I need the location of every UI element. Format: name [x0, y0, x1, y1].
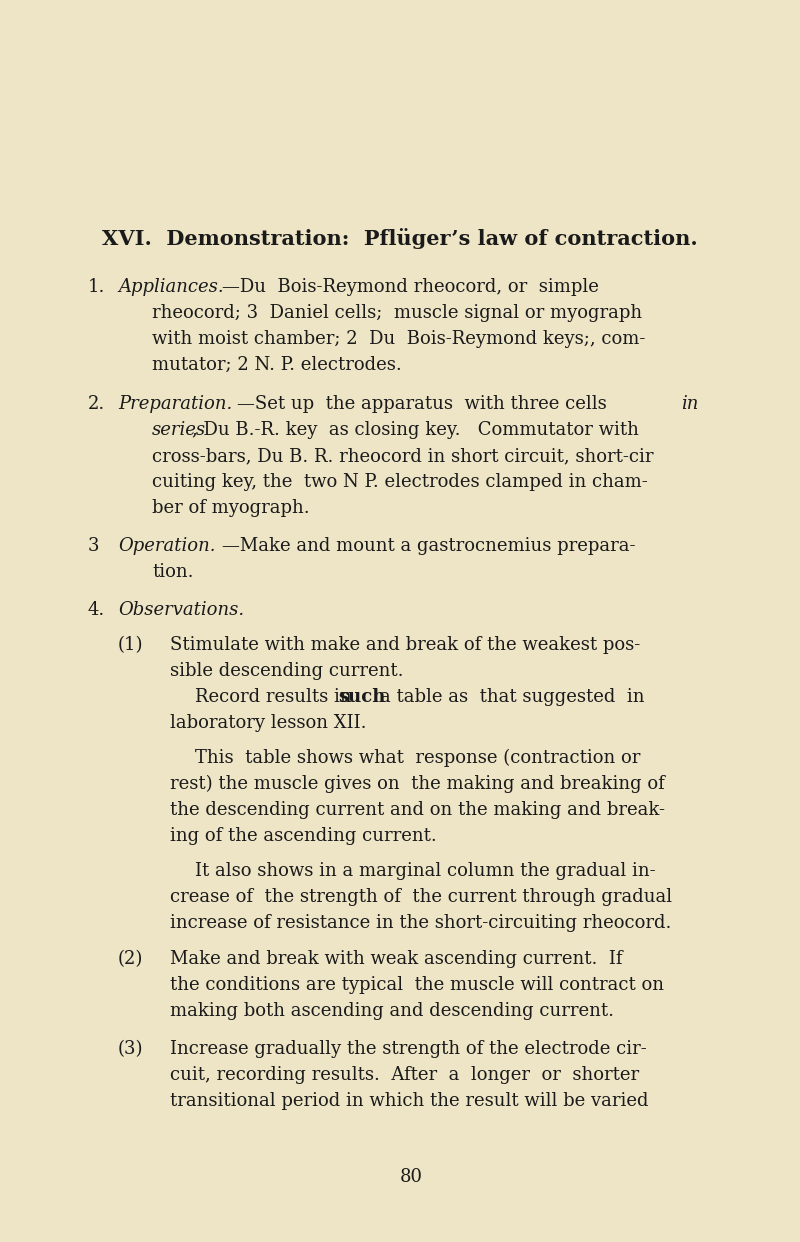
Text: Stimulate with make and break of the weakest pos-: Stimulate with make and break of the wea… [170, 636, 640, 655]
Text: rest) the muscle gives on  the making and breaking of: rest) the muscle gives on the making and… [170, 775, 665, 794]
Text: Observations.: Observations. [118, 601, 244, 619]
Text: 4.: 4. [88, 601, 106, 619]
Text: 2.: 2. [88, 395, 106, 414]
Text: 80: 80 [400, 1167, 423, 1186]
Text: 3: 3 [88, 537, 99, 555]
Text: XVI.  Demonstration:  Pflüger’s law of contraction.: XVI. Demonstration: Pflüger’s law of con… [102, 229, 698, 248]
Text: This  table shows what  response (contraction or: This table shows what response (contract… [195, 749, 640, 768]
Text: tion.: tion. [152, 563, 194, 581]
Text: —Set up  the apparatus  with three cells: —Set up the apparatus with three cells [237, 395, 606, 414]
Text: transitional period in which the result will be varied: transitional period in which the result … [170, 1092, 649, 1110]
Text: , Du B.-R. key  as closing key.   Commutator with: , Du B.-R. key as closing key. Commutato… [192, 421, 639, 438]
Text: a table as  that suggested  in: a table as that suggested in [380, 688, 645, 705]
Text: the descending current and on the making and break-: the descending current and on the making… [170, 801, 665, 818]
Text: —Make and mount a gastrocnemius prepara-: —Make and mount a gastrocnemius prepara- [222, 537, 635, 555]
Text: increase of resistance in the short-circuiting rheocord.: increase of resistance in the short-circ… [170, 914, 671, 932]
Text: cuiting key, the  two N P. electrodes clamped in cham-: cuiting key, the two N P. electrodes cla… [152, 473, 648, 491]
Text: Preparation.: Preparation. [118, 395, 232, 414]
Text: 1.: 1. [88, 278, 106, 296]
Text: in: in [681, 395, 698, 414]
Text: with moist chamber; 2  Du  Bois-Reymond keys;, com-: with moist chamber; 2 Du Bois-Reymond ke… [152, 330, 646, 348]
Text: ing of the ascending current.: ing of the ascending current. [170, 827, 437, 845]
Text: (3): (3) [118, 1040, 143, 1058]
Text: Increase gradually the strength of the electrode cir-: Increase gradually the strength of the e… [170, 1040, 646, 1058]
Text: making both ascending and descending current.: making both ascending and descending cur… [170, 1002, 614, 1020]
Text: Record results in: Record results in [195, 688, 352, 705]
Text: (1): (1) [118, 636, 143, 655]
Text: (2): (2) [118, 950, 143, 968]
Text: the conditions are typical  the muscle will contract on: the conditions are typical the muscle wi… [170, 976, 664, 994]
Text: —Du  Bois-Reymond rheocord, or  simple: —Du Bois-Reymond rheocord, or simple [222, 278, 599, 296]
Text: cuit, recording results.  After  a  longer  or  shorter: cuit, recording results. After a longer … [170, 1066, 639, 1084]
Text: rheocord; 3  Daniel cells;  muscle signal or myograph: rheocord; 3 Daniel cells; muscle signal … [152, 304, 642, 322]
Text: Make and break with weak ascending current.  If: Make and break with weak ascending curre… [170, 950, 622, 968]
Text: series: series [152, 421, 206, 438]
Text: Appliances.: Appliances. [118, 278, 224, 296]
Text: cross-bars, Du B. R. rheocord in short circuit, short-cir: cross-bars, Du B. R. rheocord in short c… [152, 447, 654, 465]
Text: ber of myograph.: ber of myograph. [152, 499, 310, 517]
Text: such: such [338, 688, 386, 705]
Text: mutator; 2 N. P. electrodes.: mutator; 2 N. P. electrodes. [152, 356, 402, 374]
Text: Operation.: Operation. [118, 537, 215, 555]
Text: sible descending current.: sible descending current. [170, 662, 403, 681]
Text: crease of  the strength of  the current through gradual: crease of the strength of the current th… [170, 888, 672, 905]
Text: laboratory lesson XII.: laboratory lesson XII. [170, 714, 366, 732]
Text: It also shows in a marginal column the gradual in-: It also shows in a marginal column the g… [195, 862, 656, 881]
